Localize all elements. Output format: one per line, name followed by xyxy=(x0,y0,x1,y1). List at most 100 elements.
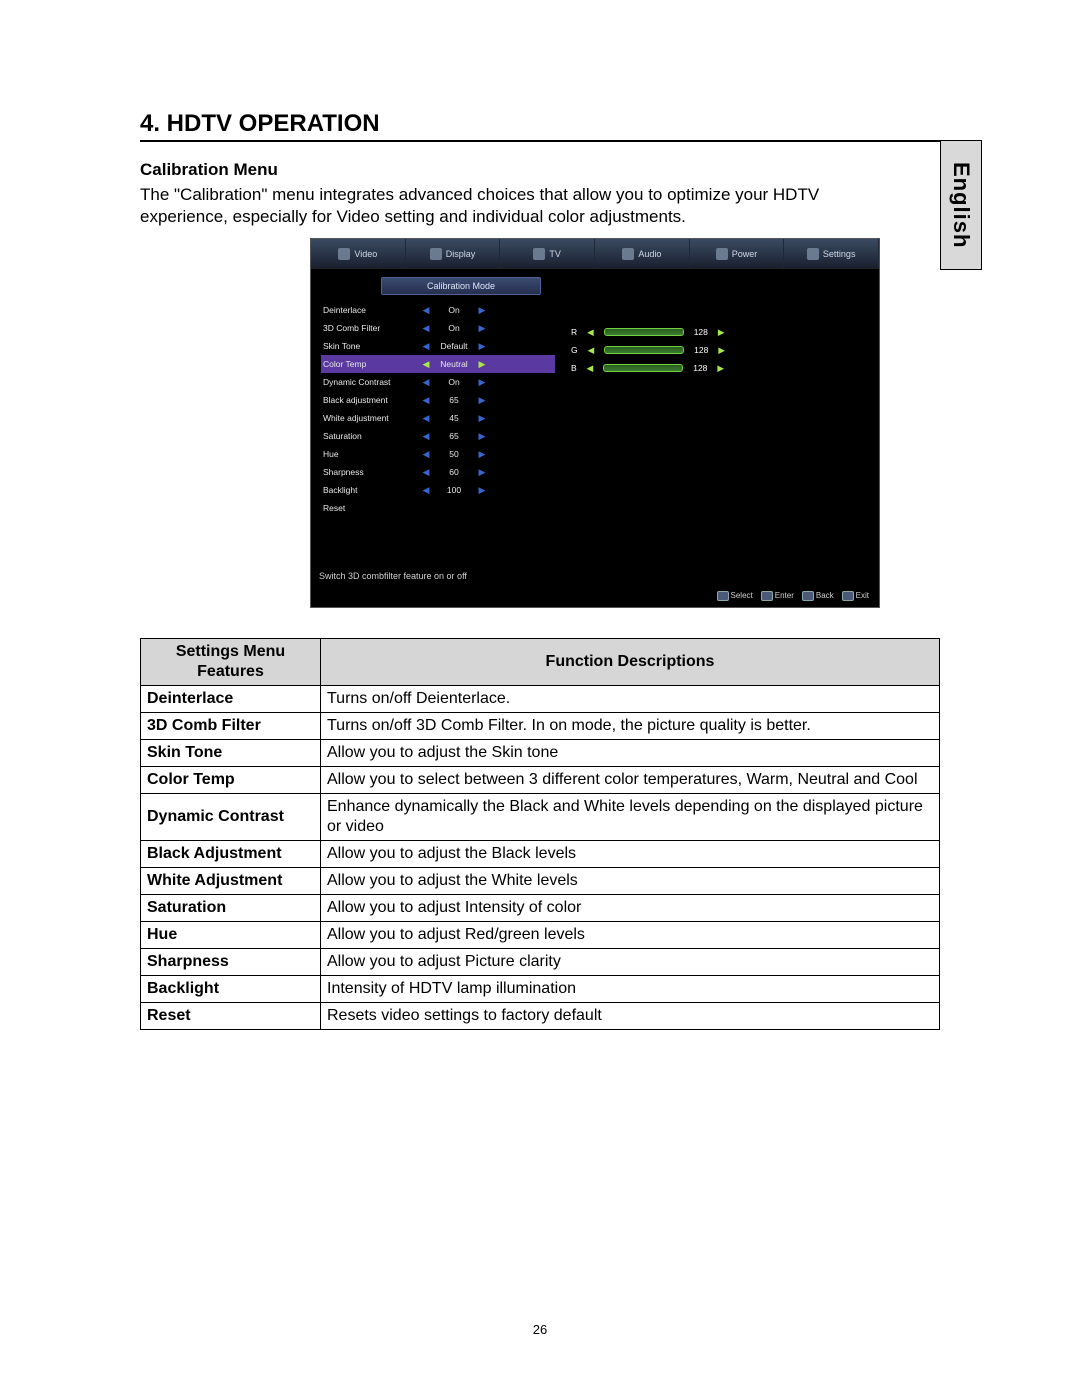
language-tab-label: English xyxy=(948,162,974,248)
intro-paragraph: The "Calibration" menu integrates advanc… xyxy=(140,184,900,228)
arrow-right-icon: ▶ xyxy=(477,341,487,352)
feature-cell: 3D Comb Filter xyxy=(141,713,321,740)
feature-cell: Sharpness xyxy=(141,949,321,976)
osd-tab: Settings xyxy=(784,239,879,268)
rgb-channel-label: G xyxy=(571,345,578,355)
osd-footer: SelectEnterBackExit xyxy=(717,591,870,601)
description-cell: Allow you to select between 3 different … xyxy=(321,767,940,794)
osd-menu-row: Saturation◀65▶ xyxy=(321,427,555,445)
osd-menu-row: Skin Tone◀Default▶ xyxy=(321,337,555,355)
feature-cell: White Adjustment xyxy=(141,868,321,895)
description-cell: Enhance dynamically the Black and White … xyxy=(321,794,940,841)
arrow-left-icon: ◀ xyxy=(421,413,431,424)
osd-row-label: Dynamic Contrast xyxy=(321,377,421,387)
arrow-left-icon: ◀ xyxy=(421,467,431,478)
osd-tab-icon xyxy=(338,248,350,260)
arrow-right-icon: ▶ xyxy=(477,323,487,334)
osd-row-value: 65 xyxy=(431,431,477,441)
rgb-channel-label: B xyxy=(571,363,577,373)
osd-tab: Display xyxy=(406,239,501,268)
arrow-right-icon: ▶ xyxy=(477,449,487,460)
table-row: BacklightIntensity of HDTV lamp illumina… xyxy=(141,976,940,1003)
osd-row-label: Saturation xyxy=(321,431,421,441)
page-number: 26 xyxy=(0,1322,1080,1337)
osd-rgb-row: B◀128▶ xyxy=(561,359,879,377)
osd-tab-label: Display xyxy=(446,249,476,259)
osd-tab-icon xyxy=(716,248,728,260)
language-tab: English xyxy=(940,140,982,270)
description-cell: Allow you to adjust the Black levels xyxy=(321,841,940,868)
osd-row-value: Default xyxy=(431,341,477,351)
feature-cell: Reset xyxy=(141,1003,321,1030)
arrow-right-icon: ▶ xyxy=(477,305,487,316)
description-cell: Resets video settings to factory default xyxy=(321,1003,940,1030)
osd-menu-row: Sharpness◀60▶ xyxy=(321,463,555,481)
arrow-left-icon: ◀ xyxy=(421,395,431,406)
osd-row-value: On xyxy=(431,305,477,315)
arrow-right-icon: ▶ xyxy=(477,395,487,406)
osd-menu-row: Backlight◀100▶ xyxy=(321,481,555,499)
osd-row-value: On xyxy=(431,377,477,387)
description-cell: Allow you to adjust Intensity of color xyxy=(321,895,940,922)
arrow-left-icon: ◀ xyxy=(421,377,431,388)
osd-row-label: Deinterlace xyxy=(321,305,421,315)
osd-tab-label: Settings xyxy=(823,249,856,259)
osd-menu-row: Black adjustment◀65▶ xyxy=(321,391,555,409)
page-content: 4. HDTV OPERATION Calibration Menu The "… xyxy=(0,0,1080,1030)
arrow-right-icon: ▶ xyxy=(477,359,487,370)
osd-tab-label: TV xyxy=(549,249,561,259)
arrow-right-icon: ▶ xyxy=(718,345,725,356)
key-icon xyxy=(802,591,814,601)
osd-tab-label: Video xyxy=(354,249,377,259)
feature-cell: Hue xyxy=(141,922,321,949)
table-header-descriptions: Function Descriptions xyxy=(321,639,940,686)
osd-row-label: Skin Tone xyxy=(321,341,421,351)
osd-footer-key: Enter xyxy=(761,591,794,601)
osd-tab-icon xyxy=(533,248,545,260)
table-row: SharpnessAllow you to adjust Picture cla… xyxy=(141,949,940,976)
osd-screenshot: VideoDisplayTVAudioPowerSettings Calibra… xyxy=(310,238,880,608)
arrow-right-icon: ▶ xyxy=(477,413,487,424)
osd-tab: TV xyxy=(500,239,595,268)
rgb-slider-bar xyxy=(603,364,683,372)
osd-tab-bar: VideoDisplayTVAudioPowerSettings xyxy=(311,239,879,269)
description-cell: Allow you to adjust Red/green levels xyxy=(321,922,940,949)
osd-tab-label: Audio xyxy=(638,249,661,259)
feature-cell: Saturation xyxy=(141,895,321,922)
osd-row-value: 50 xyxy=(431,449,477,459)
osd-row-label: Hue xyxy=(321,449,421,459)
osd-rgb-row: G◀128▶ xyxy=(561,341,879,359)
feature-cell: Black Adjustment xyxy=(141,841,321,868)
arrow-left-icon: ◀ xyxy=(588,345,595,356)
osd-menu-row: Hue◀50▶ xyxy=(321,445,555,463)
osd-row-value: 100 xyxy=(431,485,477,495)
osd-row-label: White adjustment xyxy=(321,413,421,423)
osd-row-value: Neutral xyxy=(431,359,477,369)
feature-cell: Dynamic Contrast xyxy=(141,794,321,841)
osd-tab: Video xyxy=(311,239,406,268)
table-row: Skin ToneAllow you to adjust the Skin to… xyxy=(141,740,940,767)
osd-rgb-row: R◀128▶ xyxy=(561,323,879,341)
osd-menu-row: 3D Comb Filter◀On▶ xyxy=(321,319,555,337)
osd-tab: Audio xyxy=(595,239,690,268)
osd-footer-key: Exit xyxy=(842,591,869,601)
osd-menu-row: Deinterlace◀On▶ xyxy=(321,301,555,319)
arrow-right-icon: ▶ xyxy=(718,327,725,338)
arrow-right-icon: ▶ xyxy=(477,467,487,478)
description-cell: Intensity of HDTV lamp illumination xyxy=(321,976,940,1003)
table-row: Black AdjustmentAllow you to adjust the … xyxy=(141,841,940,868)
osd-footer-key: Select xyxy=(717,591,753,601)
osd-row-value: 45 xyxy=(431,413,477,423)
osd-menu-row: White adjustment◀45▶ xyxy=(321,409,555,427)
osd-row-label: Backlight xyxy=(321,485,421,495)
sub-title: Calibration Menu xyxy=(140,160,940,180)
description-cell: Allow you to adjust Picture clarity xyxy=(321,949,940,976)
rgb-slider-bar xyxy=(604,328,684,336)
description-cell: Allow you to adjust the Skin tone xyxy=(321,740,940,767)
arrow-left-icon: ◀ xyxy=(421,359,431,370)
arrow-left-icon: ◀ xyxy=(587,327,594,338)
section-title: 4. HDTV OPERATION xyxy=(140,110,940,142)
rgb-channel-label: R xyxy=(571,327,577,337)
feature-cell: Color Temp xyxy=(141,767,321,794)
description-cell: Turns on/off 3D Comb Filter. In on mode,… xyxy=(321,713,940,740)
